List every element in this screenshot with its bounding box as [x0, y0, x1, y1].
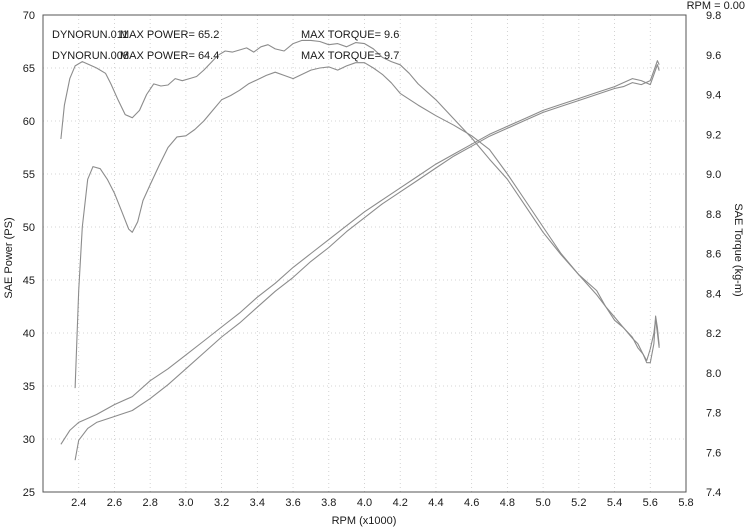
legend: DYNORUN.011 MAX POWER= 65.2 MAX TORQUE= …	[52, 29, 399, 62]
y-tick-label: 55	[23, 169, 35, 181]
x-tick-label: 4.6	[464, 497, 479, 509]
y-tick-label: 70	[23, 10, 35, 22]
x-axis-title: RPM (x1000)	[332, 515, 397, 527]
y-tick-label: 35	[23, 381, 35, 393]
x-tick-label: 3.2	[214, 497, 229, 509]
x-tick-label: 3.8	[321, 497, 336, 509]
x-tick-label: 5.6	[643, 497, 658, 509]
y2-tick-label: 8.4	[706, 288, 721, 300]
x-tick-label: 5.4	[607, 497, 622, 509]
y2-tick-labels: 7.4 7.6 7.8 8.0 8.2 8.4 8.6 8.8 9.0 9.2 9.4 9.6 9.8	[706, 10, 721, 499]
y2-tick-label: 7.6	[706, 447, 721, 459]
x-tick-label: 4.2	[393, 497, 408, 509]
y2-tick-label: 7.4	[706, 487, 721, 499]
x-tick-label: 2.8	[143, 497, 158, 509]
y-tick-label: 50	[23, 222, 35, 234]
y2-tick-label: 8.2	[706, 328, 721, 340]
power-curve	[60, 39, 660, 362]
y2-tick-label: 9.2	[706, 129, 721, 141]
plot-frame	[42, 14, 687, 493]
y-tick-label: 65	[23, 63, 35, 75]
y2-tick-label: 9.4	[706, 90, 721, 102]
legend-torque-label: MAX TORQUE= 9.6	[301, 29, 399, 41]
grid-lines	[43, 14, 687, 493]
y2-tick-label: 8.0	[706, 368, 721, 380]
y2-tick-label: 9.6	[706, 50, 721, 62]
x-tick-label: 2.6	[107, 497, 122, 509]
y2-tick-label: 8.8	[706, 209, 721, 221]
y-axis-title: SAE Power (PS)	[3, 217, 15, 298]
x-tick-label: 5.8	[678, 497, 693, 509]
y-tick-labels: 25 30 35 40 45 50 55 60 65 70	[23, 10, 35, 499]
y2-tick-label: 8.6	[706, 249, 721, 261]
y-tick-label: 60	[23, 116, 35, 128]
y2-tick-label: 9.8	[706, 10, 721, 22]
y2-tick-label: 9.0	[706, 169, 721, 181]
legend-run-name: DYNORUN.011	[52, 29, 128, 41]
y2-axis-title: SAE Torque (kg-m)	[732, 203, 744, 296]
x-tick-label: 3.4	[250, 497, 265, 509]
x-tick-labels: 2.4 2.6 2.8 3.0 3.2 3.4 3.6 3.8 4.0 4.2 4.4 4.6 4.8 5…	[71, 497, 694, 509]
x-tick-label: 5.0	[535, 497, 550, 509]
x-tick-label: 4.4	[428, 497, 443, 509]
rpm-readout: RPM = 0.00	[687, 0, 745, 12]
legend-run-name: DYNORUN.008	[52, 50, 129, 62]
torque-curve	[60, 64, 660, 445]
y-tick-label: 45	[23, 275, 35, 287]
legend-torque-label: MAX TORQUE= 9.7	[301, 50, 399, 62]
legend-power-label: MAX POWER= 65.2	[120, 29, 219, 41]
y2-tick-label: 7.8	[706, 408, 721, 420]
torque-curve	[74, 60, 660, 461]
y-tick-label: 30	[23, 434, 35, 446]
x-tick-label: 3.6	[285, 497, 300, 509]
x-tick-label: 4.8	[500, 497, 515, 509]
x-tick-label: 2.4	[71, 497, 86, 509]
y-tick-label: 40	[23, 328, 35, 340]
legend-power-label: MAX POWER= 64.4	[120, 50, 219, 62]
x-tick-label: 5.2	[571, 497, 586, 509]
x-tick-label: 3.0	[178, 497, 193, 509]
x-tick-label: 4.0	[357, 497, 372, 509]
y-tick-label: 25	[23, 487, 35, 499]
series-layer	[60, 39, 660, 461]
power-curve	[74, 62, 660, 389]
